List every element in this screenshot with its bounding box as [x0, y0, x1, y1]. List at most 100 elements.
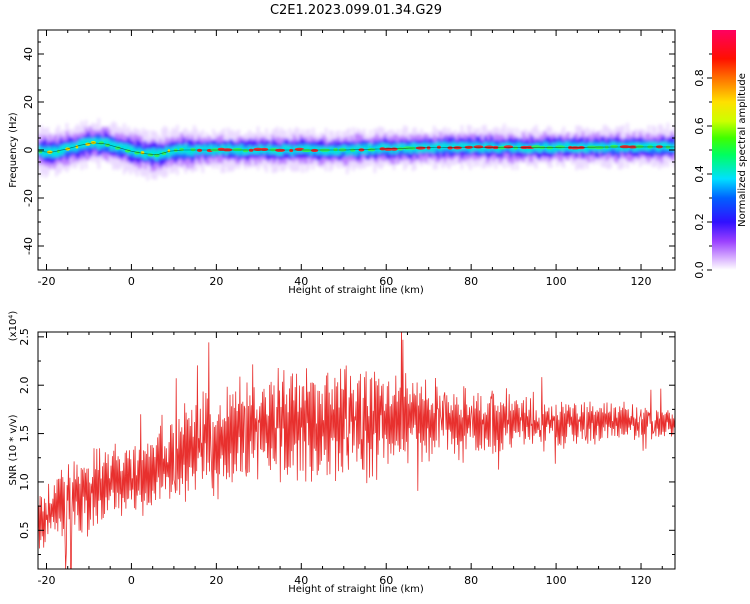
- spectrogram-cell: [97, 140, 101, 150]
- spectrogram-cell: [184, 143, 188, 154]
- spectrogram-cell: [660, 141, 663, 149]
- spectrogram-cell: [439, 144, 443, 152]
- spectrogram-cell: [212, 147, 215, 156]
- spectrogram-peak: [367, 148, 376, 152]
- snr-y-tick-label: 1.5: [18, 425, 31, 443]
- spectrogram-x-tick-label: 100: [546, 275, 567, 288]
- spectrogram-cell: [146, 148, 150, 156]
- chart-title: C2E1.2023.099.01.34.G29: [270, 3, 442, 18]
- spectrogram-cell: [88, 139, 92, 147]
- spectrogram-cell: [186, 148, 190, 156]
- spectrogram-cell: [150, 149, 154, 158]
- spectrogram-cell: [129, 145, 133, 154]
- spectrogram-peak: [610, 144, 619, 149]
- colorbar: 0.0 0.2 0.4 0.6 0.8 Normalized spectral ampl…: [693, 30, 748, 279]
- spectrogram-cell: [218, 147, 222, 155]
- spectrogram-cell: [553, 145, 557, 153]
- snr-y-ticks: 0.5 1.0 1.5 2.0 2.5: [18, 328, 675, 555]
- spectrogram-peak: [301, 148, 312, 153]
- spectrogram-cell: [137, 148, 141, 156]
- colorbar-ticks: 0.0 0.2 0.4 0.6 0.8: [693, 53, 712, 279]
- spectrogram-cell: [413, 143, 417, 152]
- spectrogram-peak: [124, 149, 131, 153]
- spectrogram-cell: [103, 138, 107, 146]
- spectrogram-x-tick-label: 60: [379, 275, 393, 288]
- spectrogram-cell: [199, 145, 203, 152]
- spectrogram-peak: [473, 145, 484, 149]
- spectrogram-cell: [105, 138, 109, 146]
- spectrogram-cell: [203, 144, 207, 152]
- spectrogram-cell: [152, 148, 156, 158]
- spectrogram-cell: [398, 143, 402, 150]
- spectrogram-cell: [539, 140, 542, 151]
- spectrogram-cell: [108, 140, 111, 147]
- spectrogram-panel: -20 0 20 40 60 80 100 120 -40 -20 0 20 40 Height of…: [8, 29, 676, 296]
- spectrogram-cell: [112, 141, 116, 148]
- spectrogram-cell: [292, 145, 296, 152]
- spectrogram-cell: [65, 143, 69, 151]
- spectrogram-cell: [496, 141, 500, 151]
- colorbar-tick-label: 0.2: [693, 213, 706, 231]
- spectrogram-peak: [503, 145, 514, 149]
- spectrogram-cell: [343, 145, 347, 152]
- spectrogram-cell: [131, 146, 135, 153]
- spectrogram-cell: [428, 145, 432, 153]
- snr-y-tick-label: 0.5: [18, 522, 31, 540]
- spectrogram-cell: [390, 147, 394, 154]
- spectrogram-cell: [288, 145, 292, 153]
- spectrogram-cell: [611, 143, 615, 155]
- spectrogram-peak: [190, 148, 196, 152]
- spectrogram-y-tick-label: 0: [22, 147, 35, 154]
- spectrogram-cell: [460, 142, 464, 151]
- spectrogram-cell: [500, 143, 504, 149]
- spectrogram-cell: [602, 144, 606, 153]
- spectrogram-cell: [337, 146, 341, 155]
- spectrogram-cell: [286, 145, 290, 153]
- spectrogram-cell: [452, 142, 455, 151]
- spectrogram-peak: [57, 149, 60, 153]
- spectrogram-peak: [390, 147, 398, 151]
- snr-series-line: [38, 332, 675, 569]
- spectrogram-cell: [78, 140, 82, 148]
- spectrogram-cell: [490, 142, 493, 149]
- spectrogram-cell: [526, 145, 530, 153]
- spectrogram-cell: [122, 145, 126, 153]
- spectrogram-cell: [392, 144, 396, 150]
- spectrogram-cell: [600, 142, 604, 149]
- snr-x-tick-label: 20: [209, 574, 223, 587]
- spectrogram-cell: [54, 147, 58, 157]
- colorbar-gradient: [712, 30, 736, 270]
- spectrogram-cell: [424, 144, 428, 153]
- spectrogram-cell: [110, 142, 113, 152]
- spectrogram-cell: [377, 145, 381, 154]
- spectrogram-cell: [617, 143, 621, 150]
- spectrogram-cell: [445, 144, 449, 150]
- spectrogram-cell: [435, 142, 438, 149]
- spectrogram-cell: [479, 145, 483, 152]
- spectrogram-cell: [95, 138, 99, 147]
- spectrogram-peak: [333, 148, 338, 152]
- spectrogram-peak: [594, 145, 604, 150]
- spectrogram-y-tick-label: 20: [22, 95, 35, 109]
- spectrogram-cell: [190, 147, 194, 156]
- snr-frame: [37, 331, 676, 570]
- snr-y-axis-title: SNR (10 * v/v): [8, 414, 19, 485]
- spectrogram-cell: [74, 144, 77, 152]
- spectrogram-cell: [341, 145, 345, 151]
- spectrogram-cell: [566, 142, 570, 151]
- spectrogram-peak: [260, 147, 269, 152]
- spectrogram-cell: [195, 145, 198, 153]
- colorbar-tick-label: 0.0: [693, 261, 706, 279]
- spectrogram-cell: [267, 144, 271, 153]
- spectrogram-peak: [173, 148, 178, 152]
- snr-x-axis-title: Height of straight line (km): [288, 584, 424, 595]
- spectrogram-peak: [242, 148, 249, 153]
- spectrogram-cell: [292, 145, 296, 158]
- snr-x-ticks: -20 0 20 40 60 80 100 120: [38, 332, 663, 587]
- colorbar-tick-label: 0.4: [693, 165, 706, 183]
- spectrogram-peak: [453, 146, 462, 150]
- spectrogram-x-tick-label: 40: [294, 275, 308, 288]
- spectrogram-peak: [232, 147, 243, 152]
- spectrogram-cell: [209, 144, 213, 152]
